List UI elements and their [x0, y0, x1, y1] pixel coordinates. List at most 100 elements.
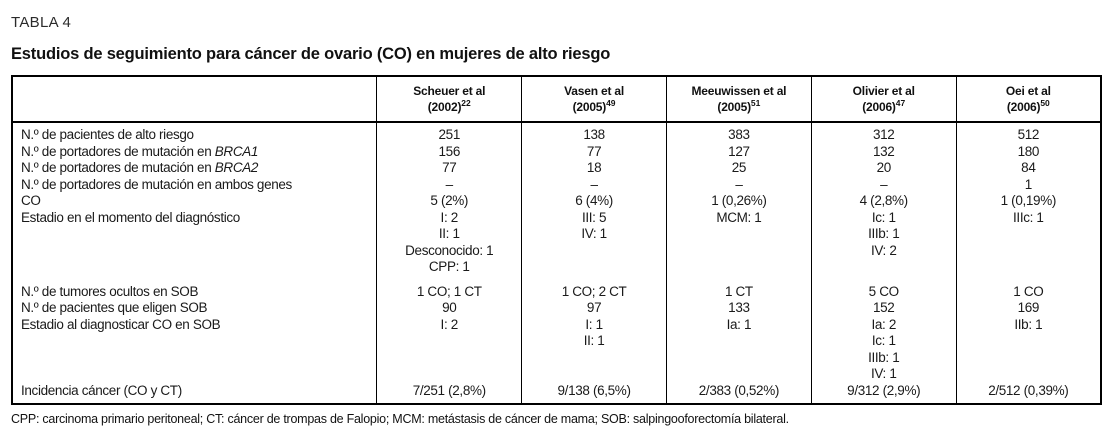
study-name: Meeuwissen et al	[691, 84, 787, 98]
data-cell: 5 (2%)	[376, 193, 522, 210]
table-row: N.º de portadores de mutación en ambos g…	[12, 176, 1101, 194]
table-row: CO 5 (2%) 6 (4%) 1 (0,26%) 4 (2,8%) 1 (0,19%)	[12, 193, 1101, 210]
data-cell	[665, 259, 812, 276]
row-label	[12, 350, 377, 367]
data-cell: –	[376, 176, 522, 194]
data-cell: 312	[810, 122, 957, 144]
citation-reference: 51	[750, 98, 761, 109]
data-cell: 2/512 (0,39%)	[955, 382, 1101, 405]
table-row: Desconocido: 1 IV: 2	[12, 242, 1101, 260]
data-cell	[955, 259, 1101, 276]
data-cell: –	[810, 176, 957, 194]
data-cell: –	[521, 176, 667, 194]
data-cell	[376, 333, 522, 350]
study-name: Vasen et al	[564, 84, 624, 98]
data-cell: IV: 1	[810, 366, 957, 383]
row-label: N.º de pacientes de alto riesgo	[21, 127, 194, 143]
data-cell	[955, 366, 1101, 383]
data-cell: 133	[665, 300, 812, 317]
data-cell: 1 (0,19%)	[955, 193, 1101, 210]
data-cell: I: 2	[376, 209, 522, 227]
row-label: N.º de portadores de mutación en BRCA1	[21, 143, 259, 159]
row-label: Estadio al diagnosticar CO en SOB	[21, 316, 221, 332]
row-label	[12, 333, 377, 350]
data-cell: 156	[376, 143, 522, 161]
table-row: N.º de portadores de mutación en BRCA2 77…	[12, 160, 1101, 177]
table-row: Estadio al diagnosticar CO en SOB I: 2 I: …	[12, 316, 1101, 334]
corner-cell	[12, 76, 377, 124]
study-column-header: Meeuwissen et al (2005)51	[665, 76, 812, 124]
data-cell: MCM: 1	[665, 209, 812, 227]
table-number: TABLA 4	[11, 14, 72, 31]
row-label: CO	[21, 193, 41, 209]
data-cell: IV: 2	[810, 242, 957, 260]
data-cell: 9/138 (6,5%)	[521, 382, 667, 405]
data-cell: 84	[955, 160, 1101, 177]
data-cell	[521, 242, 667, 260]
table-row: Estadio en el momento del diagnóstico I: …	[12, 209, 1101, 227]
data-cell	[665, 349, 812, 367]
data-cell: Ia: 2	[810, 316, 957, 334]
data-cell	[521, 349, 667, 367]
data-cell: Desconocido: 1	[376, 242, 522, 260]
data-cell: 1 CO; 1 CT	[376, 275, 522, 301]
data-cell: 20	[810, 160, 957, 177]
data-cell: IV: 1	[521, 226, 667, 243]
data-cell: Ic: 1	[810, 333, 957, 350]
table-row: IV: 1	[12, 366, 1101, 383]
data-cell: 97	[521, 300, 667, 317]
row-label: N.º de pacientes que eligen SOB	[21, 300, 208, 316]
gene-name: BRCA1	[214, 143, 259, 159]
data-cell	[521, 366, 667, 383]
data-cell: IIb: 1	[955, 316, 1101, 334]
data-cell	[955, 242, 1101, 260]
table-row: CPP: 1	[12, 259, 1101, 276]
data-cell: II: 1	[376, 226, 522, 243]
study-name: Oei et al	[1005, 84, 1051, 98]
citation-reference: 50	[1040, 98, 1050, 109]
data-cell: IIIc: 1	[955, 209, 1101, 227]
study-year: (2006)50	[1006, 98, 1050, 115]
data-cell	[376, 366, 522, 383]
data-cell	[955, 333, 1101, 350]
row-label	[12, 259, 377, 276]
data-cell: IIIb: 1	[810, 349, 957, 367]
data-cell	[665, 242, 812, 260]
data-cell	[665, 366, 812, 383]
table-title: Estudios de seguimiento para cáncer de o…	[11, 45, 611, 63]
citation-reference: 22	[461, 98, 471, 109]
data-cell	[521, 259, 667, 276]
data-cell: 180	[955, 143, 1101, 161]
data-cell: II: 1	[521, 333, 667, 350]
study-column-header: Scheuer et al (2002)22	[376, 76, 522, 124]
citation-reference: 47	[895, 98, 906, 109]
table-row: N.º de pacientes de alto riesgo 251 138 383…	[12, 122, 1101, 144]
data-table: Scheuer et al (2002)22 Vasen et al (2005)49…	[11, 75, 1102, 406]
study-column-header: Olivier et al (2006)47	[810, 76, 957, 124]
table-head: Scheuer et al (2002)22 Vasen et al (2005)49…	[12, 76, 1101, 124]
data-cell: 1 CT	[665, 275, 812, 301]
table-row: IIIb: 1	[12, 349, 1101, 367]
data-cell: 7/251 (2,8%)	[376, 382, 522, 405]
header-row: Scheuer et al (2002)22 Vasen et al (2005)49…	[12, 76, 1101, 124]
data-cell	[810, 259, 957, 276]
data-cell: 383	[665, 122, 812, 144]
data-cell: 132	[810, 143, 957, 161]
data-cell: Ic: 1	[810, 209, 957, 227]
table-row: II: 1 Ic: 1	[12, 333, 1101, 350]
data-cell: I: 2	[376, 316, 522, 334]
data-cell: Ia: 1	[665, 316, 812, 334]
study-name: Scheuer et al	[413, 84, 486, 98]
study-column-header: Oei et al (2006)50	[955, 76, 1101, 124]
data-cell: 169	[955, 300, 1101, 317]
data-cell: 1 (0,26%)	[665, 193, 812, 210]
table-row: II: 1 IV: 1 IIIb: 1	[12, 226, 1101, 243]
data-cell: 77	[521, 143, 667, 161]
data-cell	[665, 333, 812, 350]
study-year: (2006)47	[862, 98, 906, 115]
study-name: Olivier et al	[852, 84, 915, 98]
data-cell: 9/312 (2,9%)	[810, 382, 957, 405]
study-year: (2005)51	[717, 98, 761, 115]
data-cell: IIIb: 1	[810, 226, 957, 243]
data-cell: 251	[376, 122, 522, 144]
